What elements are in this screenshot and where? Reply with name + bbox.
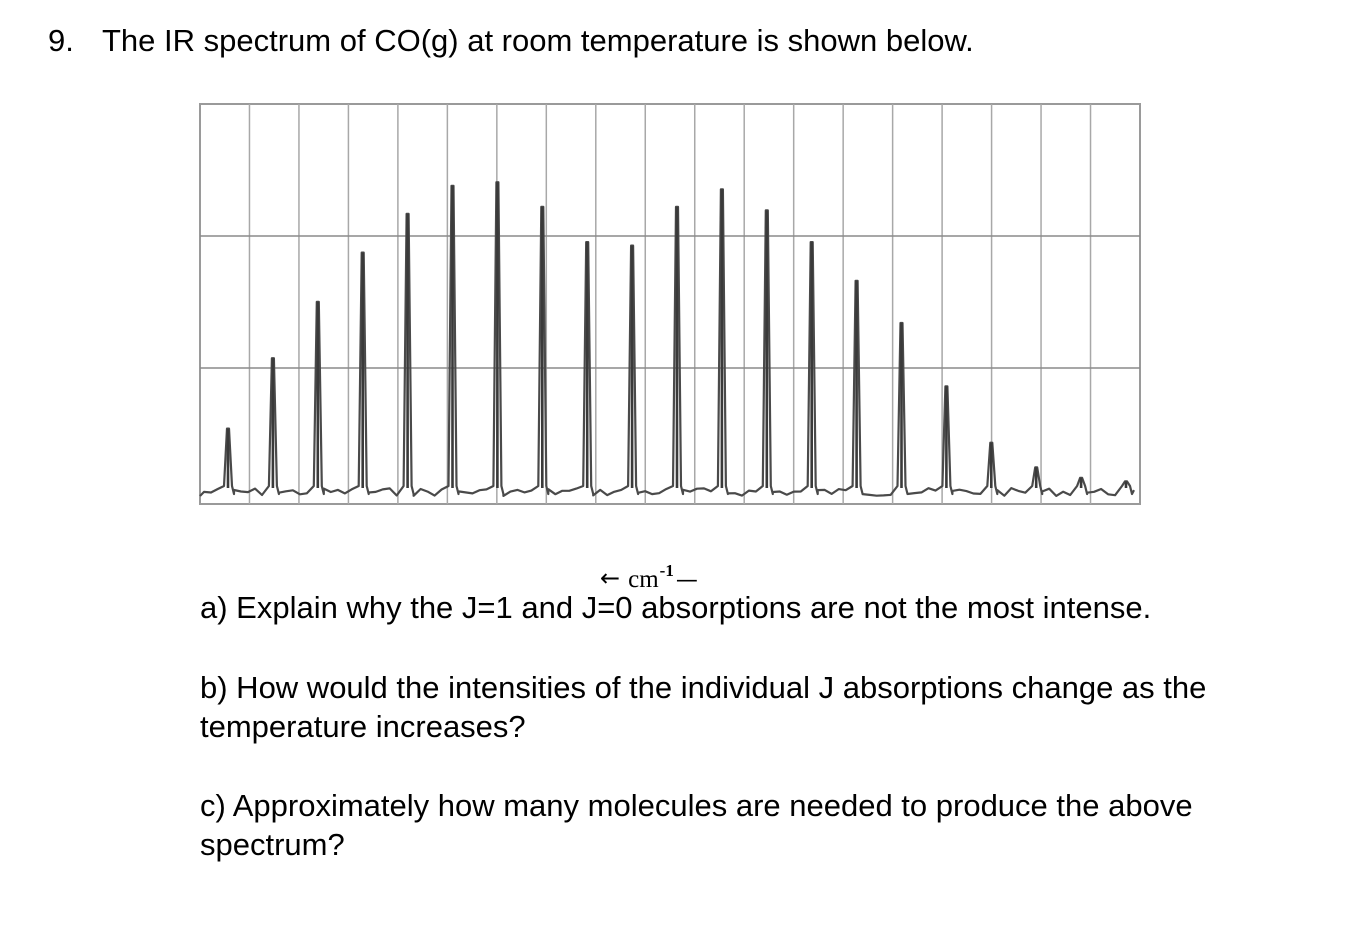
question-number: 9. — [48, 23, 74, 58]
spectrum-grid — [199, 103, 1141, 505]
part-b-question: b) How would the intensities of the indi… — [200, 670, 1207, 744]
x-axis-label: ← cm-1— — [600, 556, 698, 596]
x-axis-exponent: -1 — [659, 561, 674, 580]
grid-frame — [199, 103, 1141, 505]
left-arrow-icon: ← — [600, 564, 621, 592]
part-a-question: a) Explain why the J=1 and J=0 absorptio… — [200, 590, 1152, 625]
part-c-question: c) Approximately how many molecules are … — [200, 788, 1193, 862]
spectrum-peaks — [226, 182, 1128, 488]
question-header: 9. The IR spectrum of CO(g) at room tempe… — [48, 22, 974, 60]
ir-spectrum-chart — [199, 103, 1141, 505]
spectrum-trace — [199, 181, 1135, 497]
x-axis-unit: cm — [628, 566, 659, 593]
x-axis-dash: — — [675, 568, 698, 593]
question-text: The IR spectrum of CO(g) at room tempera… — [102, 23, 974, 58]
